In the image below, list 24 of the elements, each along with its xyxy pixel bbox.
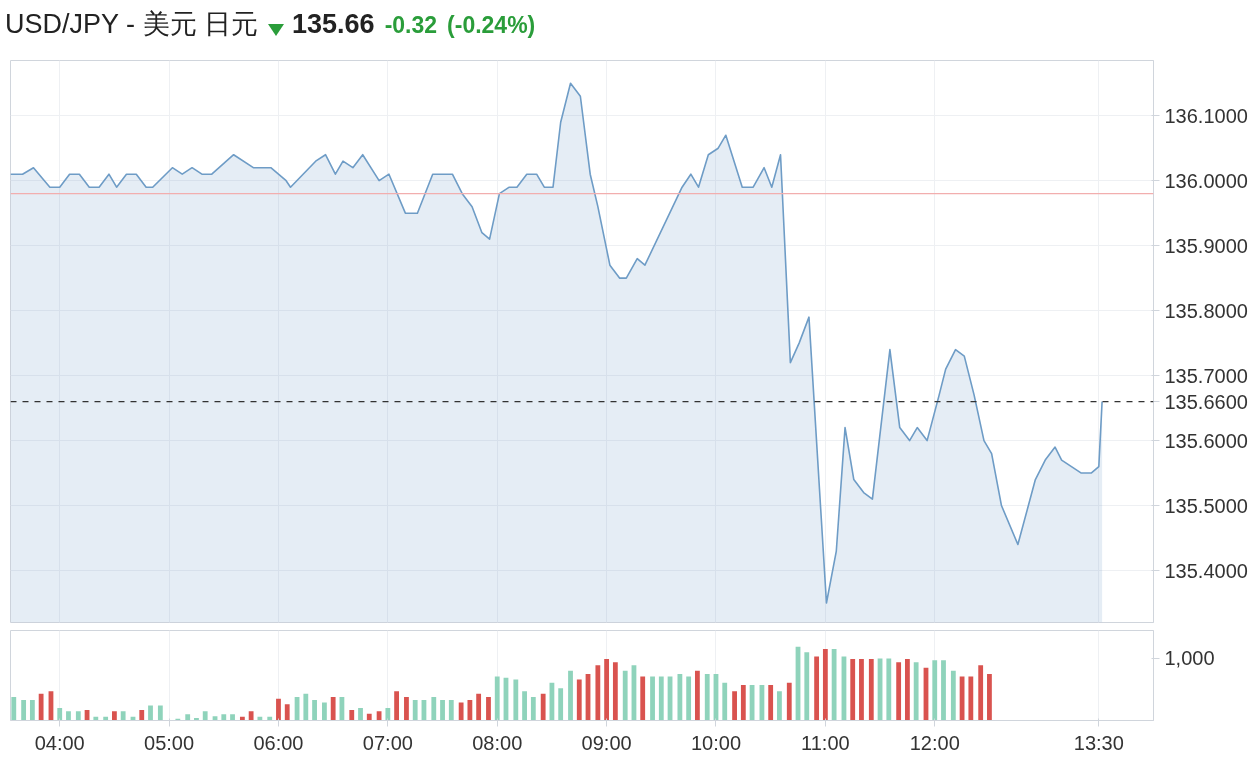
y-tick-label: 136.0000	[1164, 169, 1248, 192]
x-tick-label: 06:00	[253, 731, 304, 754]
y-tick-label: 135.9000	[1164, 234, 1248, 257]
x-tick-label: 04:00	[34, 731, 85, 754]
chart-title: USD/JPY - 美元 日元	[5, 9, 259, 39]
y-tick-label: 135.8000	[1164, 299, 1248, 322]
x-tick-label: 11:00	[801, 731, 850, 754]
y-tick-label: 136.1000	[1164, 104, 1248, 127]
x-tick-label: 12:00	[909, 731, 960, 754]
y-tick-label: 135.6000	[1164, 429, 1248, 452]
x-tick-label: 07:00	[362, 731, 413, 754]
ref-line-label: 135.6600	[1164, 390, 1248, 413]
y-tick-label: 135.7000	[1164, 364, 1248, 387]
text: 135.66	[292, 9, 375, 39]
x-tick-label: 13:30	[1073, 731, 1124, 754]
text: (-0.24%)	[447, 12, 536, 38]
x-tick-label: 09:00	[581, 731, 632, 754]
y-tick-label: 135.4000	[1164, 559, 1248, 582]
x-tick-label: 08:00	[472, 731, 523, 754]
x-tick-label: 10:00	[690, 731, 742, 754]
text: -0.32	[384, 12, 438, 38]
y-tick-label: 135.5000	[1164, 494, 1248, 517]
x-tick-label: 05:00	[144, 731, 195, 754]
y-tick-label: 1,000	[1164, 647, 1215, 670]
